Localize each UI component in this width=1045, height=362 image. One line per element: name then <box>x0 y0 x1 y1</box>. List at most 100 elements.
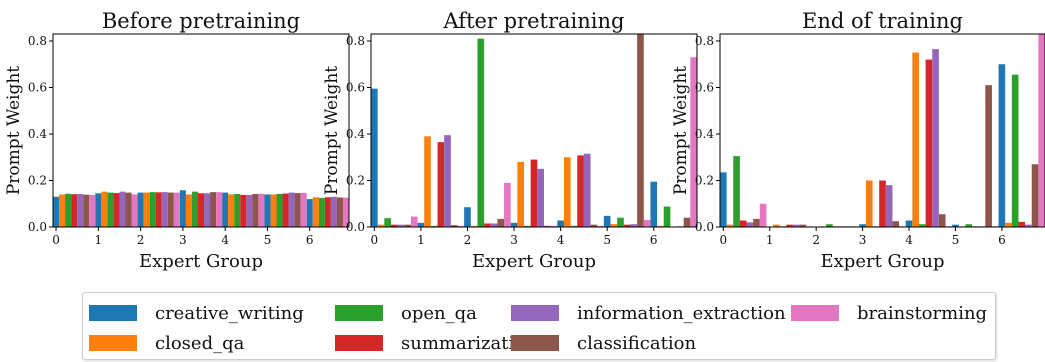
bar-creative-writing-group-2 <box>137 192 144 227</box>
y-tick-label: 0.0 <box>28 220 47 234</box>
x-tick-label: 1 <box>94 233 102 247</box>
bar-closed-qa-group-3 <box>517 161 525 227</box>
bar-creative-writing-group-6 <box>998 64 1006 227</box>
bar-open-qa-group-6 <box>1011 74 1019 227</box>
x-tick-label: 3 <box>510 233 518 247</box>
bar-summarization-group-0 <box>739 220 747 227</box>
bar-brainstorming-group-3 <box>216 192 223 227</box>
bar-summarization-group-1 <box>113 193 120 227</box>
bar-creative-writing-group-3 <box>510 222 518 227</box>
bar-brainstorming-group-4 <box>597 225 604 227</box>
bar-closed-qa-group-5 <box>610 224 618 227</box>
bar-information-extraction-group-5 <box>630 224 638 227</box>
legend-label: summarization <box>401 332 537 354</box>
y-tick-label: 0.0 <box>695 220 714 234</box>
legend-swatch <box>89 305 137 321</box>
bar-classification-group-3 <box>210 192 217 227</box>
bar-classification-group-0 <box>83 194 90 227</box>
bar-creative-writing-group-2 <box>464 207 471 227</box>
bar-closed-qa-group-1 <box>773 224 780 227</box>
bar-open-qa-group-2 <box>149 192 156 227</box>
bar-summarization-group-3 <box>530 159 538 227</box>
bar-open-qa-group-5 <box>965 224 973 227</box>
bar-brainstorming-group-2 <box>173 192 180 227</box>
y-tick-label: 0.0 <box>346 220 365 234</box>
x-tick-label: 2 <box>137 233 145 247</box>
bar-closed-qa-group-6 <box>1005 222 1012 227</box>
bar-closed-qa-group-0 <box>726 224 734 227</box>
bar-information-extraction-group-4 <box>246 194 253 227</box>
bar-summarization-group-5 <box>282 193 289 227</box>
y-tick-label: 0.2 <box>346 173 365 187</box>
bar-information-extraction-group-3 <box>204 193 211 227</box>
y-tick-label: 0.4 <box>28 127 47 141</box>
bar-classification-group-6 <box>683 217 691 227</box>
bar-open-qa-group-6 <box>663 206 671 227</box>
x-tick-label: 6 <box>998 233 1006 247</box>
x-tick-label: 2 <box>812 233 820 247</box>
bar-summarization-group-6 <box>1018 221 1026 227</box>
bar-closed-qa-group-1 <box>424 136 431 227</box>
bar-closed-qa-group-4 <box>912 52 919 227</box>
x-tick-label: 6 <box>306 233 314 247</box>
bar-open-qa-group-4 <box>918 224 926 227</box>
bar-classification-group-6 <box>1031 164 1039 227</box>
bar-summarization-group-4 <box>577 155 584 227</box>
bar-brainstorming-group-0 <box>759 203 767 227</box>
y-tick-label: 0.2 <box>695 173 714 187</box>
bar-summarization-group-0 <box>390 224 398 227</box>
plot-frame <box>719 33 1045 228</box>
bar-summarization-group-4 <box>240 194 247 227</box>
legend-item-open-qa: open_qa <box>335 301 477 325</box>
bar-classification-group-5 <box>294 193 301 227</box>
bar-summarization-group-0 <box>71 194 78 227</box>
legend-item-classification: classification <box>511 331 696 355</box>
bar-classification-group-3 <box>892 221 900 227</box>
bar-creative-writing-group-0 <box>53 196 60 227</box>
x-tick-label: 4 <box>221 233 229 247</box>
legend-item-brainstorming: brainstorming <box>791 301 987 325</box>
bar-open-qa-group-0 <box>65 193 72 227</box>
bar-creative-writing-group-0 <box>371 88 378 227</box>
bar-creative-writing-group-4 <box>905 220 913 227</box>
chart-title: End of training <box>802 9 963 33</box>
bar-open-qa-group-5 <box>617 217 624 227</box>
bar-classification-group-4 <box>938 214 946 227</box>
x-tick-label: 6 <box>650 233 658 247</box>
bar-creative-writing-group-5 <box>264 194 271 227</box>
bar-open-qa-group-0 <box>733 156 740 227</box>
bar-summarization-group-4 <box>925 59 933 227</box>
bar-classification-group-1 <box>125 192 132 227</box>
bar-summarization-group-6 <box>324 197 331 227</box>
figure: 0.0 0.2 0.4 0.6 0.8 0 1 2 3 4 5 6 Before pretraining… <box>4 9 1045 272</box>
x-tick-label: 5 <box>952 233 960 247</box>
bar-classification-group-3 <box>543 225 551 227</box>
legend-label: creative_writing <box>155 302 304 324</box>
bar-brainstorming-group-6 <box>1038 34 1045 227</box>
bar-classification-group-4 <box>590 224 598 227</box>
bar-classification-group-4 <box>252 193 259 227</box>
x-axis-label: Expert Group <box>472 251 596 272</box>
bar-open-qa-group-4 <box>570 225 578 227</box>
bar-creative-writing-group-6 <box>306 199 313 227</box>
bar-information-extraction-group-3 <box>537 168 544 227</box>
bar-classification-group-1 <box>799 224 807 227</box>
legend: creative_writing closed_qa open_qa summa… <box>82 292 996 360</box>
bar-creative-writing-group-6 <box>650 181 658 227</box>
bar-classification-group-5 <box>985 85 992 227</box>
bar-information-extraction-group-1 <box>119 191 126 227</box>
x-axis-label: Expert Group <box>821 251 945 272</box>
bar-open-qa-group-1 <box>430 225 438 227</box>
bar-summarization-group-2 <box>484 223 491 227</box>
x-tick-label: 4 <box>557 233 565 247</box>
y-axis-label: Prompt Weight <box>4 66 24 195</box>
y-tick-label: 0.8 <box>695 34 714 48</box>
bar-information-extraction-group-0 <box>397 224 405 227</box>
x-tick-label: 5 <box>603 233 611 247</box>
bar-brainstorming-group-1 <box>457 225 465 227</box>
bar-open-qa-group-2 <box>826 224 833 227</box>
y-axis-label: Prompt Weight <box>671 66 691 195</box>
legend-item-creative-writing: creative_writing <box>89 301 304 325</box>
bar-closed-qa-group-0 <box>59 194 66 227</box>
legend-label: closed_qa <box>155 332 245 354</box>
